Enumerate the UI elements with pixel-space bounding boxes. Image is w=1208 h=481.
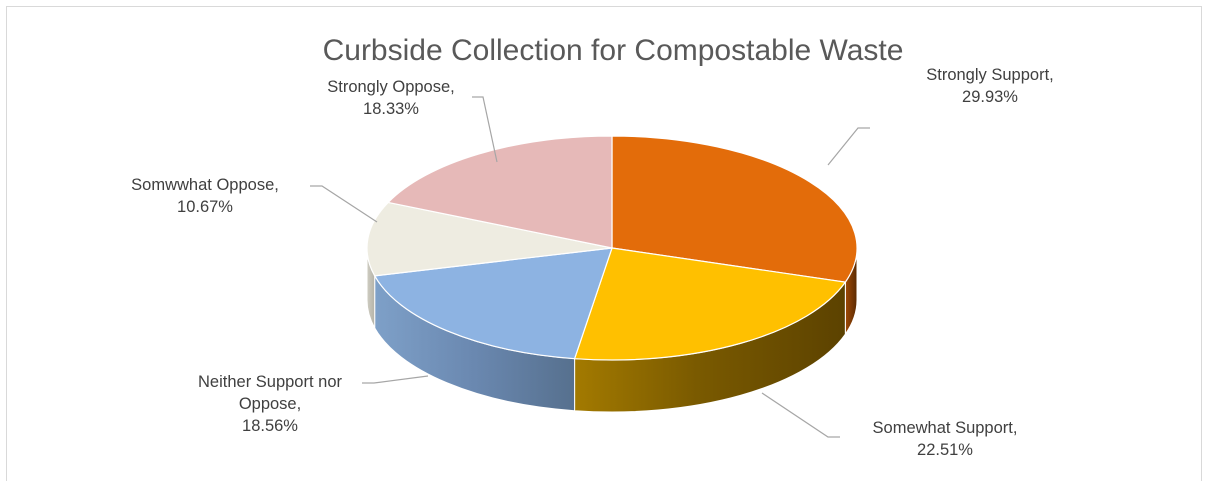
data-label-neither-support-nor-oppose: 18.56% xyxy=(242,417,298,435)
pie-slice-neither-support-nor-oppose xyxy=(373,247,613,360)
leader-line-strongly-oppose xyxy=(472,96,498,163)
data-label-somwwhat-oppose: 10.67% xyxy=(177,198,233,216)
leader-line-strongly-support xyxy=(827,127,870,166)
pie-slice-strongly-oppose xyxy=(387,135,613,249)
pie-slice-somwwhat-oppose xyxy=(366,201,613,277)
data-label-neither-support-nor-oppose: Neither Support nor xyxy=(198,373,343,391)
data-label-strongly-support: 29.93% xyxy=(962,88,1018,106)
data-label-somewhat-support: Somewhat Support, xyxy=(873,419,1018,437)
data-label-strongly-support: Strongly Support, xyxy=(926,66,1054,84)
data-label-somwwhat-oppose: Somwwhat Oppose, xyxy=(131,176,279,194)
data-label-strongly-oppose: Strongly Oppose, xyxy=(327,78,455,96)
data-label-neither-support-nor-oppose: Oppose, xyxy=(239,395,301,413)
data-label-strongly-oppose: 18.33% xyxy=(363,100,419,118)
data-label-somewhat-support: 22.51% xyxy=(917,441,973,459)
pie-slice-somewhat-support xyxy=(573,247,847,361)
chart-title: Curbside Collection for Compostable Wast… xyxy=(322,34,904,67)
leader-line-somwwhat-oppose xyxy=(310,185,378,223)
pie-slice-strongly-support xyxy=(611,135,858,283)
leader-line-neither-support-nor-oppose xyxy=(362,375,429,384)
leader-line-somewhat-support xyxy=(761,392,840,438)
